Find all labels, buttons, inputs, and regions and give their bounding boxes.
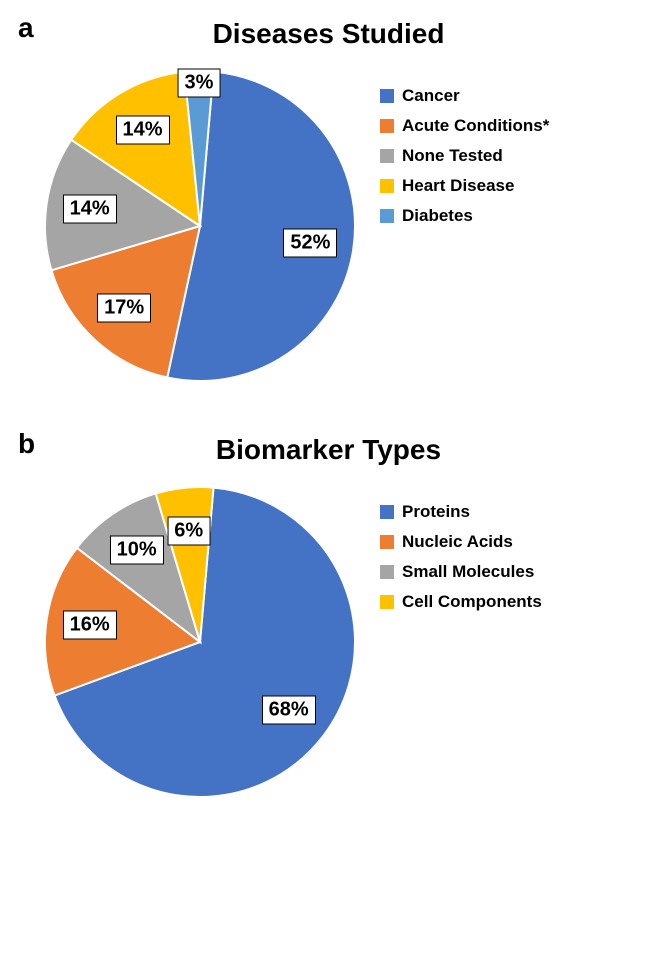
panel-b-letter: b (18, 428, 35, 460)
panel-a: a Diseases Studied 52% 17% 14% 14% 3% Cancer… (0, 0, 657, 416)
slice-label: 6% (167, 516, 210, 545)
legend-swatch (380, 209, 394, 223)
legend-swatch (380, 149, 394, 163)
slice-label: 16% (63, 611, 117, 640)
legend-swatch (380, 119, 394, 133)
panel-b-chart-row: 68% 16% 10%6% Proteins Nucleic Acids Small M… (0, 472, 657, 812)
legend-item: Cell Components (380, 592, 542, 612)
panel-b-legend: Proteins Nucleic Acids Small Molecules Cell… (370, 472, 542, 622)
legend-label: Small Molecules (402, 562, 534, 582)
legend-swatch (380, 179, 394, 193)
slice-label: 14% (116, 116, 170, 145)
legend-label: Heart Disease (402, 176, 514, 196)
panel-a-chart-row: 52% 17% 14% 14% 3% Cancer Acute Conditions* No… (0, 56, 657, 396)
panel-a-letter: a (18, 12, 34, 44)
legend-item: Diabetes (380, 206, 549, 226)
legend-item: Nucleic Acids (380, 532, 542, 552)
legend-label: Cell Components (402, 592, 542, 612)
slice-label: 10% (110, 536, 164, 565)
legend-swatch (380, 595, 394, 609)
legend-label: Nucleic Acids (402, 532, 513, 552)
legend-label: Proteins (402, 502, 470, 522)
legend-label: Acute Conditions* (402, 116, 549, 136)
legend-item: Proteins (380, 502, 542, 522)
legend-item: Small Molecules (380, 562, 542, 582)
legend-label: Cancer (402, 86, 460, 106)
legend-label: Diabetes (402, 206, 473, 226)
slice-label: 14% (63, 195, 117, 224)
figure-container: a Diseases Studied 52% 17% 14% 14% 3% Cancer… (0, 0, 657, 832)
legend-swatch (380, 565, 394, 579)
legend-item: Acute Conditions* (380, 116, 549, 136)
panel-b: b Biomarker Types 68% 16% 10%6% Proteins Nu… (0, 416, 657, 832)
panel-a-pie: 52% 17% 14% 14% 3% (30, 56, 370, 396)
legend-item: Cancer (380, 86, 549, 106)
panel-b-title: Biomarker Types (0, 434, 657, 466)
slice-label: 17% (97, 293, 151, 322)
legend-item: None Tested (380, 146, 549, 166)
slice-label: 68% (262, 695, 316, 724)
legend-swatch (380, 505, 394, 519)
legend-item: Heart Disease (380, 176, 549, 196)
panel-a-title: Diseases Studied (0, 18, 657, 50)
panel-a-legend: Cancer Acute Conditions* None Tested Heart … (370, 56, 549, 236)
legend-label: None Tested (402, 146, 503, 166)
slice-label: 52% (283, 228, 337, 257)
legend-swatch (380, 535, 394, 549)
panel-b-pie: 68% 16% 10%6% (30, 472, 370, 812)
legend-swatch (380, 89, 394, 103)
slice-label: 3% (178, 69, 221, 98)
